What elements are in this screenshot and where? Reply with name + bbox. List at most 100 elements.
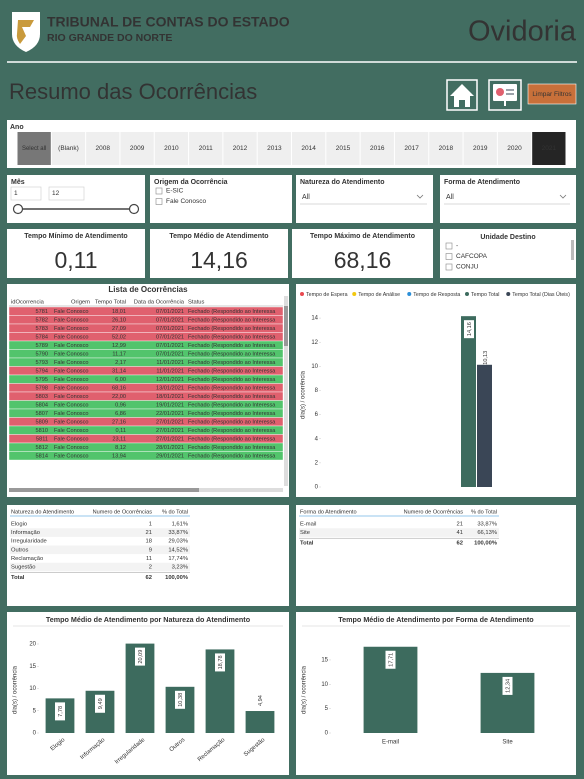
chart-title: Tempo Médio de Atendimento por Natureza … (46, 615, 251, 624)
table-cell: 5810 (36, 428, 48, 434)
table-cell: E-mail (300, 522, 316, 528)
year-option[interactable] (532, 132, 566, 165)
dropdown-chevron[interactable] (559, 194, 567, 199)
table-cell: 18 (146, 539, 152, 545)
legend-dot (352, 292, 357, 296)
legend-label: Tempo Total (Dias Úteis) (512, 291, 570, 298)
table-cell: 5814 (36, 453, 48, 459)
table-cell: Fale Conosco (54, 368, 89, 374)
table-cell: 13,94 (112, 453, 126, 459)
year-option[interactable] (51, 132, 86, 165)
month-slider-handle[interactable] (128, 203, 140, 215)
report-button[interactable] (488, 79, 522, 111)
table-cell: 19/01/2021 (156, 402, 184, 408)
checkbox[interactable] (155, 187, 163, 195)
chart-title: Tempo Médio de Atendimento por Forma de … (338, 615, 534, 624)
kpi-label: Tempo Máximo de Atendimento (310, 233, 415, 240)
year-option[interactable] (360, 132, 394, 165)
unit-label: Unidade Destino (480, 234, 535, 241)
year-option[interactable] (429, 132, 463, 165)
value-label-group: 18,78 (215, 653, 225, 672)
table-cell: Fechado (Respondido ao Interessa (188, 377, 276, 383)
kpi-label: Tempo Mínimo de Atendimento (24, 233, 127, 240)
year-option[interactable] (463, 132, 497, 165)
year-option[interactable] (292, 132, 326, 165)
kpi-value: 68,16 (334, 247, 392, 273)
year-option[interactable] (86, 132, 120, 165)
org-line1: TRIBUNAL DE CONTAS DO ESTADO (47, 14, 290, 30)
year-option[interactable] (189, 132, 223, 165)
value-label: 4,94 (258, 695, 264, 706)
home-button[interactable] (446, 79, 478, 111)
month-slider-handle[interactable] (12, 203, 24, 215)
checkbox[interactable] (445, 263, 453, 271)
legend-dot (465, 292, 469, 296)
table-vscroll (284, 296, 288, 486)
logo-mark (16, 20, 34, 44)
year-option[interactable] (120, 132, 154, 165)
app-title: Ovidoria (468, 16, 577, 48)
row-stripe (10, 528, 190, 537)
table-cell: Fale Conosco (54, 402, 89, 408)
table-cell: 27/01/2021 (156, 436, 184, 442)
table-cell: Irregularidade (11, 539, 47, 545)
year-option-label: 2011 (199, 145, 213, 152)
year-option[interactable] (497, 132, 532, 165)
month-to-box[interactable] (48, 186, 85, 201)
table-cell: 68,16 (112, 385, 126, 391)
table-cell: Fale Conosco (54, 377, 89, 383)
table-cell: 5781 (36, 309, 48, 315)
table-cell: Fechado (Respondido ao Interessa (188, 309, 276, 315)
table-cell: Fale Conosco (54, 385, 89, 391)
y-tick-label: 14 (311, 316, 318, 322)
year-option[interactable] (257, 132, 291, 165)
year-option[interactable] (223, 132, 257, 165)
y-tick-label: 6 (315, 412, 319, 418)
home-icon (450, 84, 474, 107)
table-cell: 11 (146, 556, 152, 562)
year-option-label: (Blank) (58, 145, 79, 152)
year-option[interactable] (154, 132, 189, 165)
dropdown-chevron[interactable] (416, 194, 424, 199)
form-value: All (446, 194, 454, 201)
x-tick-label: Site (502, 740, 513, 746)
value-label-group: 10,38 (175, 690, 185, 709)
table-cell: 28/01/2021 (156, 445, 184, 451)
table-cell: Elogio (11, 522, 27, 528)
table-cell: Fechado (Respondido ao Interessa (188, 351, 276, 357)
month-from-box[interactable] (10, 186, 42, 201)
checkbox[interactable] (155, 198, 163, 205)
year-label: Ano (10, 124, 24, 131)
table-cell: 27/01/2021 (156, 419, 184, 425)
table-cell: 07/01/2021 (156, 334, 184, 340)
month-to: 12 (52, 190, 60, 197)
year-option[interactable] (326, 132, 360, 165)
table-cell: Outros (11, 547, 28, 553)
month-label: Mês (11, 179, 25, 186)
y-tick-label: 10 (311, 364, 318, 370)
kpi-card (292, 229, 433, 278)
year-option[interactable] (394, 132, 429, 165)
table-cell: 52,02 (112, 334, 126, 340)
year-option[interactable] (17, 132, 51, 165)
table-cell: Fale Conosco (54, 436, 89, 442)
origin-slicer (150, 175, 292, 223)
clear-filters-button[interactable] (527, 83, 577, 105)
table-cell: 27,09 (112, 326, 126, 332)
table-cell: Reclamação (11, 556, 43, 562)
table-cell: 31,14 (112, 368, 126, 374)
column-header: Forma do Atendimento (300, 509, 357, 515)
checkbox[interactable] (445, 253, 453, 260)
table-cell: 5804 (36, 402, 48, 408)
legend-dot (407, 292, 412, 296)
table-cell: Fechado (Respondido ao Interessa (188, 453, 276, 459)
table-cell: 23,11 (112, 436, 126, 442)
value-label: 12,34 (505, 679, 511, 693)
value-label-group: 17,71 (385, 650, 396, 669)
value-label: 10,13 (483, 351, 489, 365)
table-cell: Fechado (Respondido ao Interessa (188, 334, 276, 340)
checkbox[interactable] (445, 242, 453, 250)
y-tick-label: 20 (29, 642, 36, 648)
table-cell: 07/01/2021 (156, 343, 184, 349)
